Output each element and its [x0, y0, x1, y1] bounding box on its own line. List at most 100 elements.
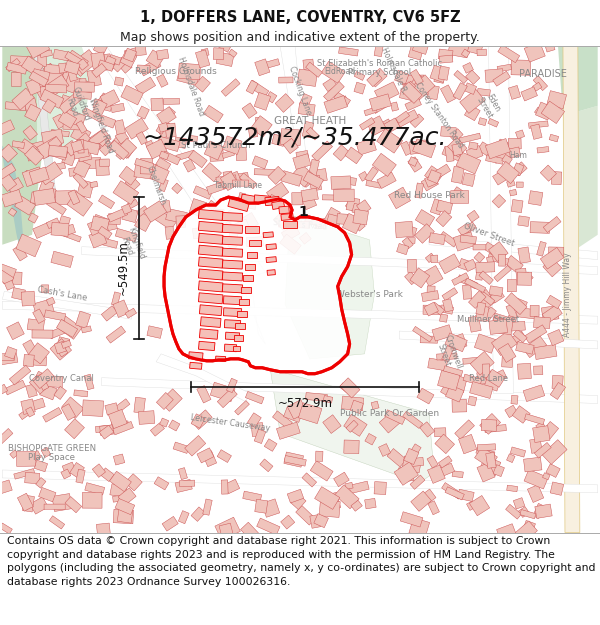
FancyBboxPatch shape — [515, 130, 524, 139]
FancyBboxPatch shape — [254, 169, 275, 176]
FancyBboxPatch shape — [541, 248, 564, 269]
FancyBboxPatch shape — [428, 501, 439, 515]
FancyBboxPatch shape — [5, 58, 20, 72]
FancyBboxPatch shape — [43, 408, 62, 422]
FancyBboxPatch shape — [412, 40, 429, 54]
FancyBboxPatch shape — [134, 158, 154, 170]
FancyBboxPatch shape — [30, 356, 47, 366]
FancyBboxPatch shape — [460, 89, 485, 113]
Text: St Elizabeth's Roman Catholic
Primary School: St Elizabeth's Roman Catholic Primary Sc… — [317, 59, 442, 78]
FancyBboxPatch shape — [260, 59, 280, 70]
FancyBboxPatch shape — [489, 319, 508, 334]
FancyBboxPatch shape — [21, 291, 35, 306]
FancyBboxPatch shape — [530, 306, 539, 316]
FancyBboxPatch shape — [372, 153, 397, 176]
FancyBboxPatch shape — [113, 454, 125, 465]
FancyBboxPatch shape — [322, 195, 338, 200]
Text: Ham: Ham — [509, 151, 527, 160]
Polygon shape — [164, 197, 352, 374]
FancyBboxPatch shape — [27, 319, 44, 331]
FancyBboxPatch shape — [466, 70, 480, 84]
FancyBboxPatch shape — [118, 488, 136, 506]
FancyBboxPatch shape — [484, 372, 502, 391]
Text: Contains OS data © Crown copyright and database right 2021. This information is : Contains OS data © Crown copyright and d… — [7, 536, 596, 587]
FancyBboxPatch shape — [428, 358, 448, 371]
FancyBboxPatch shape — [134, 213, 152, 231]
FancyBboxPatch shape — [247, 252, 257, 258]
FancyBboxPatch shape — [5, 346, 17, 359]
FancyBboxPatch shape — [67, 50, 88, 69]
FancyBboxPatch shape — [99, 425, 114, 439]
FancyBboxPatch shape — [319, 500, 340, 518]
FancyBboxPatch shape — [113, 300, 130, 318]
FancyBboxPatch shape — [107, 208, 128, 222]
Text: Oliver Street: Oliver Street — [462, 221, 515, 248]
FancyBboxPatch shape — [262, 499, 280, 518]
FancyBboxPatch shape — [308, 159, 319, 176]
FancyBboxPatch shape — [508, 86, 521, 99]
FancyBboxPatch shape — [194, 76, 211, 92]
FancyBboxPatch shape — [29, 167, 49, 184]
FancyBboxPatch shape — [337, 214, 348, 224]
FancyBboxPatch shape — [517, 272, 532, 285]
FancyBboxPatch shape — [254, 195, 271, 203]
FancyBboxPatch shape — [251, 116, 272, 137]
FancyBboxPatch shape — [7, 322, 24, 339]
FancyBboxPatch shape — [518, 247, 530, 263]
FancyBboxPatch shape — [398, 466, 414, 482]
FancyBboxPatch shape — [255, 117, 262, 125]
FancyBboxPatch shape — [203, 451, 217, 467]
FancyBboxPatch shape — [229, 49, 237, 58]
FancyBboxPatch shape — [199, 293, 223, 304]
Polygon shape — [270, 369, 434, 483]
FancyBboxPatch shape — [234, 335, 243, 341]
FancyBboxPatch shape — [44, 64, 64, 74]
FancyBboxPatch shape — [158, 122, 169, 132]
FancyBboxPatch shape — [219, 206, 241, 226]
FancyBboxPatch shape — [0, 263, 16, 284]
FancyBboxPatch shape — [217, 388, 237, 408]
FancyBboxPatch shape — [485, 155, 504, 164]
FancyBboxPatch shape — [530, 438, 542, 453]
FancyBboxPatch shape — [387, 449, 406, 467]
FancyBboxPatch shape — [292, 164, 314, 187]
FancyBboxPatch shape — [216, 175, 236, 182]
FancyBboxPatch shape — [0, 144, 17, 162]
FancyBboxPatch shape — [323, 78, 337, 91]
FancyBboxPatch shape — [406, 81, 416, 91]
FancyBboxPatch shape — [41, 129, 64, 146]
FancyBboxPatch shape — [432, 325, 452, 341]
FancyBboxPatch shape — [32, 309, 46, 324]
FancyBboxPatch shape — [410, 475, 425, 489]
FancyBboxPatch shape — [523, 336, 547, 357]
FancyBboxPatch shape — [413, 139, 436, 158]
FancyBboxPatch shape — [309, 176, 322, 191]
FancyBboxPatch shape — [463, 285, 472, 299]
FancyBboxPatch shape — [488, 242, 508, 261]
Text: Chelmarsh: Chelmarsh — [145, 164, 167, 206]
FancyBboxPatch shape — [25, 472, 40, 484]
FancyBboxPatch shape — [38, 488, 56, 502]
FancyBboxPatch shape — [139, 59, 161, 76]
FancyBboxPatch shape — [540, 165, 556, 181]
FancyBboxPatch shape — [268, 166, 286, 184]
FancyBboxPatch shape — [0, 523, 13, 534]
FancyBboxPatch shape — [217, 449, 232, 462]
FancyBboxPatch shape — [499, 254, 506, 266]
FancyBboxPatch shape — [546, 295, 562, 309]
FancyBboxPatch shape — [110, 471, 131, 492]
FancyBboxPatch shape — [29, 376, 47, 394]
FancyBboxPatch shape — [374, 42, 383, 57]
FancyBboxPatch shape — [115, 499, 135, 515]
FancyBboxPatch shape — [463, 357, 478, 364]
FancyBboxPatch shape — [199, 233, 223, 244]
FancyBboxPatch shape — [125, 118, 148, 139]
FancyBboxPatch shape — [100, 116, 116, 128]
FancyBboxPatch shape — [454, 71, 467, 84]
FancyBboxPatch shape — [491, 331, 517, 356]
FancyBboxPatch shape — [269, 194, 290, 210]
FancyBboxPatch shape — [476, 264, 484, 280]
FancyBboxPatch shape — [283, 221, 297, 228]
FancyBboxPatch shape — [28, 342, 49, 364]
FancyBboxPatch shape — [485, 69, 504, 82]
